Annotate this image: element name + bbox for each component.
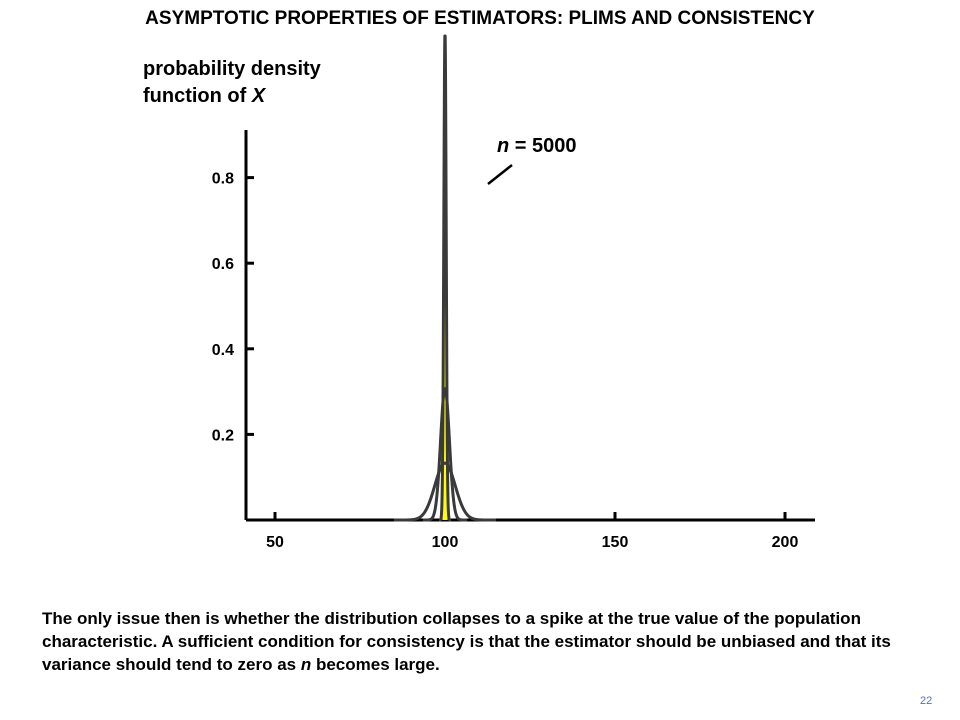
y-axis-label-variable: X [251,85,266,107]
y-tick-label: 0.8 [212,171,234,188]
label-pointer-line [487,164,513,185]
series-label-n: n [497,135,510,157]
explanation-text-part2: becomes large. [311,655,440,674]
y-tick-label: 0.2 [212,427,234,444]
x-tick-label: 200 [772,534,799,551]
explanation-text-part1: The only issue then is whether the distr… [42,609,891,674]
y-tick-label: 0.4 [212,342,234,359]
series-label-value: = 5000 [509,135,577,157]
page-number: 22 [920,695,933,707]
x-tick-label: 50 [266,534,284,551]
x-tick-label: 100 [432,534,459,551]
explanation-text: The only issue then is whether the distr… [42,607,927,676]
explanation-text-n: n [300,655,312,674]
y-axis-label-line2: function of X [143,83,321,110]
y-axis-label-line1: probability density [143,58,321,80]
y-axis-label: probability density function of X [143,56,321,110]
density-curve [437,34,453,522]
series-label: n = 5000 [497,135,577,158]
slide-title: ASYMPTOTIC PROPERTIES OF ESTIMATORS: PLI… [145,8,815,29]
y-tick-label: 0.6 [212,256,234,273]
x-tick-label: 150 [602,534,629,551]
density-curve [392,461,498,522]
density-curve [421,387,469,522]
y-axis-label-prefix: function of [143,85,252,107]
